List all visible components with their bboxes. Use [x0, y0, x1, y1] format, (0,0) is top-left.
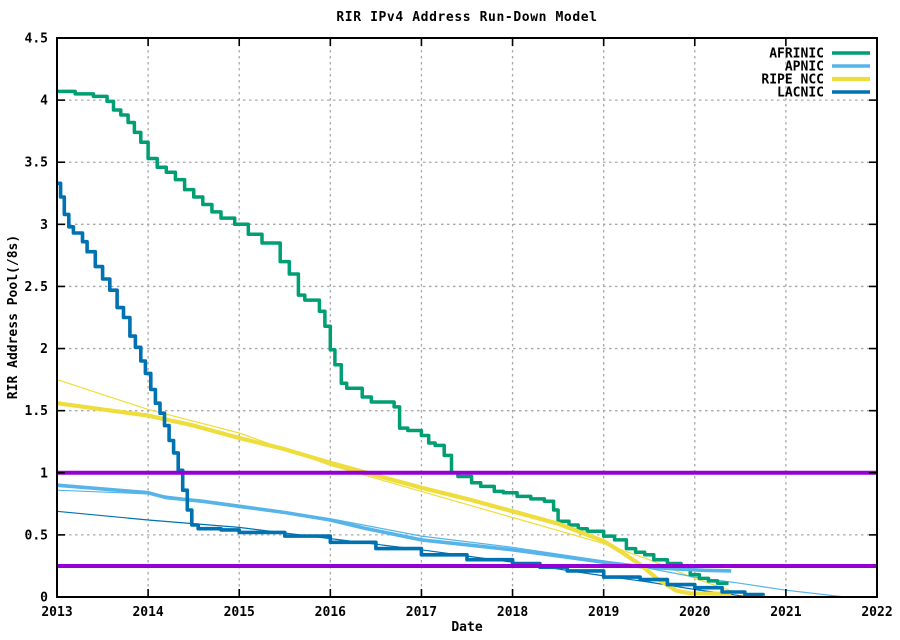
- x-tick-label: 2015: [224, 605, 255, 620]
- y-tick-label: 4.5: [25, 32, 48, 47]
- y-tick-label: 4: [40, 94, 48, 109]
- chart-title: RIR IPv4 Address Run-Down Model: [336, 10, 598, 25]
- x-tick-label: 2020: [679, 605, 710, 620]
- y-tick-label: 3.5: [25, 156, 48, 171]
- legend-label-ripe-ncc: RIPE NCC: [761, 73, 824, 88]
- series-ripe-ncc-model-line: [56, 379, 755, 598]
- legend-label-afrinic: AFRINIC: [769, 47, 824, 62]
- y-tick-label: 2.5: [25, 280, 48, 295]
- y-tick-label: 2: [40, 342, 48, 357]
- y-tick-label: 1: [40, 466, 48, 481]
- y-tick-label: 1.5: [25, 404, 48, 419]
- series-lacnic-line: [57, 181, 765, 597]
- x-tick-label: 2021: [770, 605, 801, 620]
- x-tick-label: 2014: [132, 605, 163, 620]
- y-tick-label: 0.5: [25, 528, 48, 543]
- x-tick-label: 2018: [497, 605, 528, 620]
- legend-label-apnic: APNIC: [785, 60, 824, 75]
- x-tick-label: 2013: [41, 605, 72, 620]
- plot-border: [56, 37, 878, 598]
- series-afrinic-line: [57, 89, 729, 586]
- x-tick-label: 2019: [588, 605, 619, 620]
- x-axis-label: Date: [451, 620, 483, 635]
- y-tick-label: 3: [40, 218, 48, 233]
- y-tick-label: 0: [40, 591, 48, 606]
- x-tick-label: 2016: [315, 605, 346, 620]
- x-tick-label: 2017: [406, 605, 437, 620]
- x-tick-label: 2022: [861, 605, 892, 620]
- legend-label-lacnic: LACNIC: [777, 86, 824, 101]
